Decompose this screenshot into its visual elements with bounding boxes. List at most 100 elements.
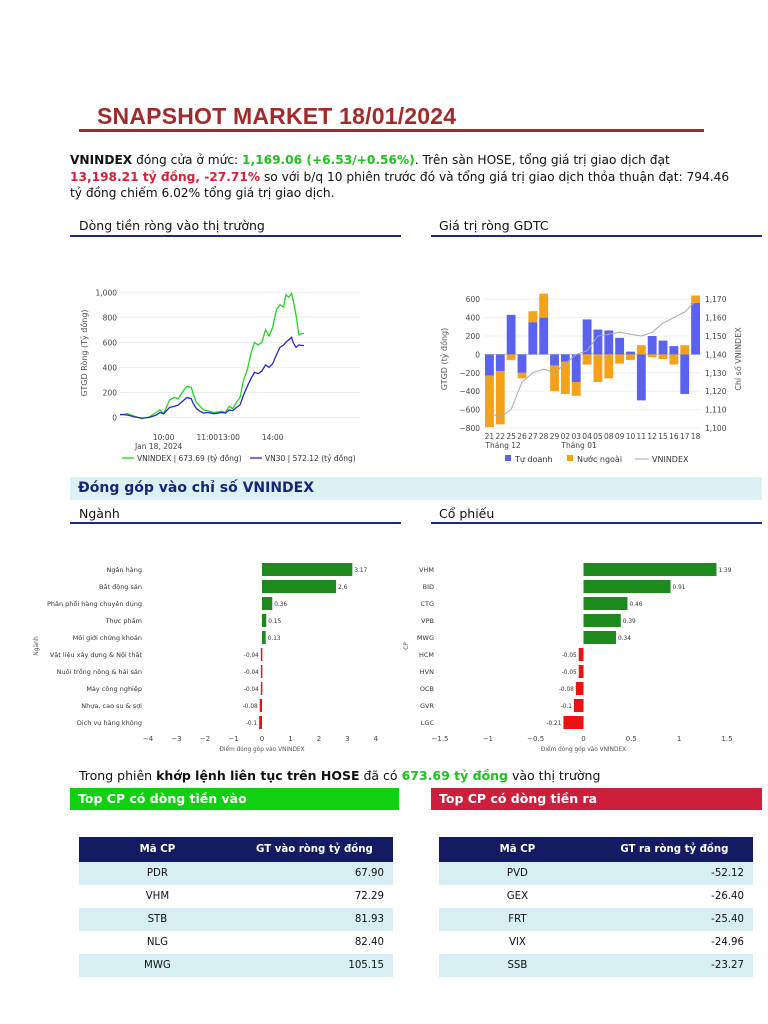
stock-rule [431, 522, 762, 524]
table-row: VHM 72.29 [79, 885, 393, 908]
value-cell: -26.40 [595, 885, 753, 908]
code-cell: NLG [79, 931, 236, 954]
x-tick-label: 3 [345, 735, 349, 743]
x-axis-label: Điểm đóng góp vào VNINDEX [541, 746, 626, 753]
x-tick-label: 0.5 [626, 735, 637, 743]
category-label: HVN [420, 668, 434, 676]
note-amount: 673.69 tỷ đồng [401, 768, 509, 783]
legend-label: VNINDEX [652, 455, 689, 464]
month-label: Tháng 01 [560, 441, 597, 450]
contribution-bar [563, 716, 584, 729]
y-tick-label: −600 [459, 406, 480, 415]
nuoc-ngoai-bar [582, 354, 592, 365]
y2-tick-label: 1,160 [705, 314, 727, 323]
x-tick-label: 0 [260, 735, 264, 743]
contribution-bar [262, 580, 337, 593]
page-title: SNAPSHOT MARKET 18/01/2024 [97, 103, 457, 129]
stock-contribution-chart: VHM 1.39 BID 0.91 CTG 0.46 VPB 0.39 MWG 0.34 HCM -0… [403, 563, 733, 753]
contribution-bar [578, 665, 584, 678]
x-tick-label: 13:00 [218, 433, 240, 442]
data-label: -0.08 [243, 704, 258, 710]
tu-doanh-bar [669, 346, 679, 355]
contribution-bar [259, 716, 262, 729]
sector-label: Ngành [79, 506, 120, 521]
code-cell: PVD [439, 862, 596, 885]
x-tick-label: 11:00 [196, 433, 218, 442]
nuoc-ngoai-bar [528, 311, 538, 323]
col-code: Mã CP [79, 837, 236, 862]
nuoc-ngoai-bar [691, 295, 700, 303]
y-tick-label: 600 [103, 338, 118, 347]
market-summary: VNINDEX đóng cửa ở mức: 1,169.06 (+6.53/… [70, 152, 742, 202]
gdtc-label: Giá trị ròng GDTC [439, 218, 549, 233]
y-tick-label: 0 [112, 413, 117, 422]
nuoc-ngoai-bar [680, 345, 690, 355]
x-tick-label: 25 [506, 432, 516, 441]
col-value: GT vào ròng tỷ đồng [235, 837, 393, 862]
category-label: VPB [421, 617, 434, 625]
code-cell: FRT [439, 908, 596, 931]
table-row: MWG 105.15 [79, 954, 393, 977]
tu-doanh-bar [528, 322, 538, 355]
nuoc-ngoai-bar [647, 354, 657, 358]
data-label: -0.1 [561, 704, 573, 710]
data-label: 0.46 [630, 602, 643, 608]
code-cell: MWG [79, 954, 236, 977]
gdtc-rule [431, 235, 762, 237]
value-cell: 81.93 [235, 908, 393, 931]
contribution-bar [259, 699, 262, 712]
table-row: GEX -26.40 [439, 885, 753, 908]
table-row: PVD -52.12 [439, 862, 753, 885]
top-in-table: Mã CP GT vào ròng tỷ đồng PDR 67.90 VHM 72… [79, 837, 393, 977]
contribution-bar [262, 563, 353, 576]
data-label: 0.13 [268, 636, 281, 642]
contribution-bar [583, 631, 617, 644]
tu-doanh-bar [495, 354, 505, 371]
contribution-bar [262, 614, 267, 627]
x-tick-label: 22 [496, 432, 506, 441]
category-label: Nhựa, cao su & sợi [81, 702, 142, 710]
tu-doanh-bar [636, 354, 646, 401]
x-tick-label: 29 [550, 432, 560, 441]
y-tick-label: 800 [103, 313, 118, 322]
tu-doanh-bar [506, 314, 516, 355]
x-tick-label: −0.5 [527, 735, 544, 743]
nuoc-ngoai-bar [658, 354, 668, 359]
category-label: Vật liệu xây dựng & Nội thất [50, 651, 143, 659]
flow-note: Trong phiên khớp lệnh liên tục trên HOSE… [79, 768, 600, 783]
contribution-bar [583, 580, 671, 593]
nuoc-ngoai-bar [626, 354, 635, 360]
nuoc-ngoai-bar [506, 354, 516, 360]
value-cell: -23.27 [595, 954, 753, 977]
summary-index-name: VNINDEX [70, 153, 133, 167]
tu-doanh-bar [550, 354, 559, 366]
value-cell: 105.15 [235, 954, 393, 977]
tu-doanh-bar [615, 337, 625, 355]
x-tick-label: 2 [317, 735, 321, 743]
net-flow-chart: 1,000 800 600 400 200 0 10:00 11:00 13:00 14:00 Ja… [79, 288, 360, 463]
contribution-bar [260, 665, 263, 678]
stock-label: Cổ phiếu [439, 506, 495, 521]
nuoc-ngoai-bar [485, 375, 494, 428]
nuoc-ngoai-bar [604, 354, 614, 379]
y-tick-label: −400 [459, 387, 480, 396]
summary-trade-value: 13,198.21 tỷ đồng, -27.71% [70, 169, 261, 184]
value-cell: -52.12 [595, 862, 753, 885]
category-label: GVR [420, 702, 434, 710]
x-tick-label: 12 [647, 432, 657, 441]
x-sub-label: Jan 18, 2024 [134, 442, 183, 451]
contribution-bar [262, 597, 273, 610]
legend-swatch [505, 455, 511, 461]
contribution-bar [260, 682, 263, 695]
data-label: 0.36 [274, 602, 287, 608]
contribution-bar [573, 699, 584, 712]
contribution-bar [583, 563, 717, 576]
data-label: -0.21 [546, 721, 561, 727]
tu-doanh-bar [680, 354, 690, 394]
x-tick-label: 27 [528, 432, 538, 441]
y-axis-label: GTGD (tỷ đồng) [439, 328, 449, 390]
note-text-3: vào thị trường [508, 768, 601, 783]
tu-doanh-bar [571, 354, 581, 382]
y-axis-label: Ngành [33, 636, 40, 656]
x-tick-label: −1 [228, 735, 238, 743]
